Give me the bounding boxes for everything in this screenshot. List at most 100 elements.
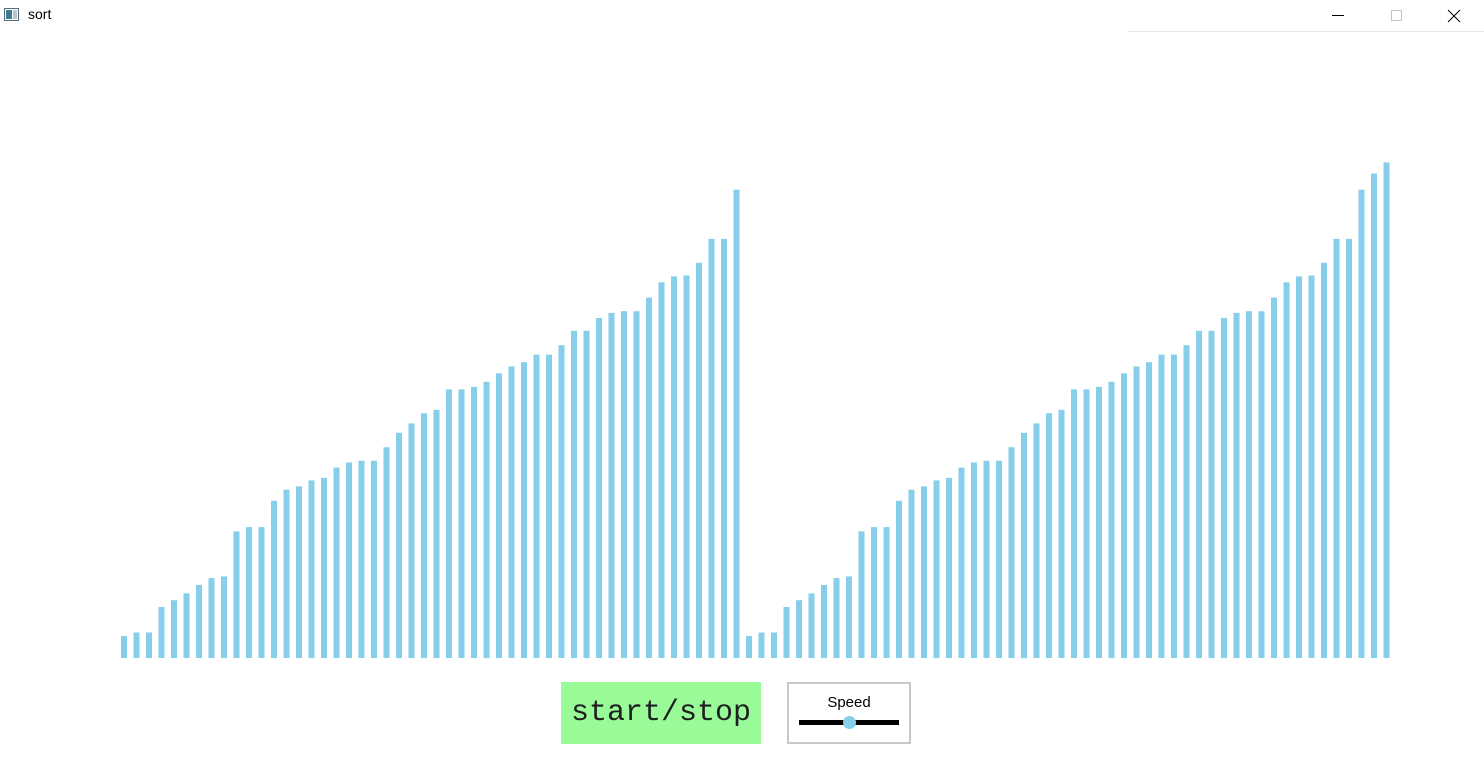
bar-right-23	[1021, 432, 1027, 659]
bar-left-24	[408, 423, 415, 658]
bar-left-48	[708, 238, 715, 658]
window-title: sort	[28, 6, 52, 22]
bar-right-12	[883, 527, 890, 658]
bar-left-44	[658, 282, 665, 658]
speed-slider-thumb[interactable]	[842, 716, 856, 729]
bar-right-1	[746, 635, 752, 658]
bar-left-9	[221, 576, 227, 658]
bar-right-8	[833, 578, 840, 658]
bar-right-27	[1071, 389, 1077, 658]
bar-left-41	[621, 311, 627, 658]
bar-right-30	[1108, 381, 1115, 659]
bar-right-16	[933, 480, 940, 659]
bar-right-17	[946, 477, 952, 658]
bar-left-6	[183, 593, 190, 658]
bar-right-42	[1258, 311, 1265, 658]
bar-right-41	[1246, 311, 1252, 658]
bar-left-3	[146, 632, 152, 658]
bar-right-24	[1033, 423, 1040, 658]
bar-right-28	[1083, 389, 1090, 658]
window-controls	[1128, 0, 1484, 32]
bar-right-32	[1133, 366, 1140, 658]
bar-left-10	[233, 531, 240, 658]
minimize-button[interactable]	[1310, 0, 1368, 31]
bar-right-20	[983, 460, 990, 658]
bar-left-19	[346, 462, 352, 658]
bar-right-11	[871, 527, 877, 658]
bar-left-2	[133, 632, 140, 658]
bar-right-45	[1296, 276, 1302, 658]
bar-left-30	[483, 381, 490, 659]
bar-left-35	[546, 354, 552, 658]
bar-right-15	[921, 486, 927, 658]
bar-right-37	[1196, 330, 1202, 659]
bar-left-49	[721, 238, 727, 658]
bar-left-28	[458, 389, 465, 658]
bar-right-3	[771, 632, 777, 658]
bar-left-42	[633, 311, 640, 658]
bar-right-6	[808, 593, 815, 658]
bar-left-21	[371, 460, 377, 658]
maximize-icon	[1391, 10, 1402, 21]
bar-right-4	[783, 607, 790, 658]
bar-left-20	[358, 460, 365, 658]
title-bar: sort	[0, 0, 1484, 32]
bar-left-40	[608, 312, 615, 658]
close-button[interactable]	[1426, 0, 1484, 31]
bar-right-47	[1321, 262, 1327, 659]
bar-left-45	[671, 276, 677, 658]
bar-right-50	[1358, 189, 1365, 658]
bar-left-43	[646, 297, 652, 658]
bar-left-33	[521, 362, 527, 658]
bar-left-13	[271, 500, 277, 659]
bar-right-22	[1008, 447, 1015, 658]
minimize-icon	[1332, 15, 1344, 16]
bar-left-47	[696, 262, 702, 659]
bar-right-21	[996, 460, 1002, 658]
bar-right-51	[1371, 173, 1377, 658]
bar-right-26	[1058, 409, 1065, 658]
start-stop-button[interactable]: start/stop	[561, 682, 761, 744]
bar-left-7	[196, 584, 202, 658]
bar-right-52	[1383, 162, 1390, 658]
bar-left-1	[121, 635, 127, 658]
bar-right-31	[1121, 373, 1127, 659]
bar-left-16	[308, 480, 315, 659]
speed-label: Speed	[827, 694, 871, 711]
bar-left-12	[258, 527, 265, 658]
bar-right-39	[1221, 318, 1227, 658]
bar-right-14	[908, 489, 915, 658]
bar-left-17	[321, 477, 327, 658]
bar-left-11	[246, 527, 252, 658]
bar-left-26	[433, 409, 440, 658]
bar-right-7	[821, 584, 827, 658]
bar-right-44	[1283, 282, 1290, 658]
bar-left-18	[333, 467, 340, 658]
bar-right-48	[1333, 238, 1340, 658]
app-icon	[4, 8, 19, 21]
bar-right-5	[796, 600, 802, 658]
bar-left-22	[383, 447, 390, 658]
bar-left-29	[471, 386, 477, 658]
bar-right-19	[971, 462, 977, 658]
bar-left-4	[158, 607, 165, 658]
bar-right-46	[1308, 275, 1315, 658]
bar-left-27	[446, 389, 452, 658]
bar-right-18	[958, 467, 965, 658]
bar-right-34	[1158, 354, 1165, 658]
bar-right-40	[1233, 312, 1240, 658]
bar-left-38	[583, 330, 590, 659]
bar-left-25	[421, 413, 427, 658]
bar-left-50	[733, 189, 740, 658]
bar-right-35	[1171, 354, 1177, 658]
bar-right-2	[758, 632, 765, 658]
bar-right-9	[846, 576, 852, 658]
bar-right-38	[1208, 330, 1215, 659]
bar-right-43	[1271, 297, 1277, 658]
bar-left-46	[683, 275, 690, 658]
close-icon	[1447, 9, 1461, 23]
bar-left-8	[208, 578, 215, 658]
bar-left-37	[571, 330, 577, 659]
maximize-button[interactable]	[1368, 0, 1426, 31]
